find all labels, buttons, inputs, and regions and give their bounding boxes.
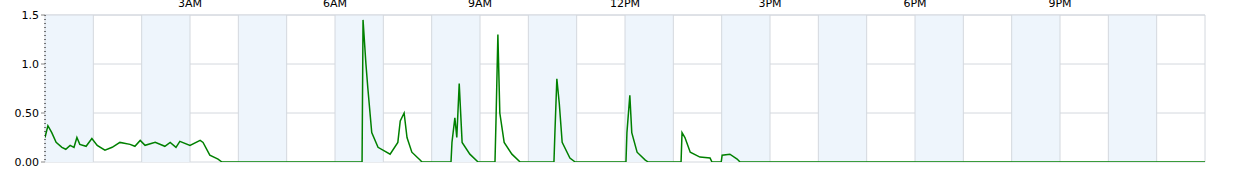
svg-text:1.0: 1.0 [22, 58, 40, 71]
svg-text:9PM: 9PM [1048, 0, 1071, 10]
svg-text:3PM: 3PM [758, 0, 781, 10]
svg-text:0.50: 0.50 [15, 107, 40, 120]
svg-text:6PM: 6PM [903, 0, 926, 10]
svg-text:0.00: 0.00 [15, 156, 40, 169]
svg-text:9AM: 9AM [468, 0, 492, 10]
svg-text:6AM: 6AM [323, 0, 347, 10]
svg-text:1.5: 1.5 [22, 9, 40, 22]
svg-text:3AM: 3AM [178, 0, 202, 10]
svg-text:12PM: 12PM [610, 0, 640, 10]
